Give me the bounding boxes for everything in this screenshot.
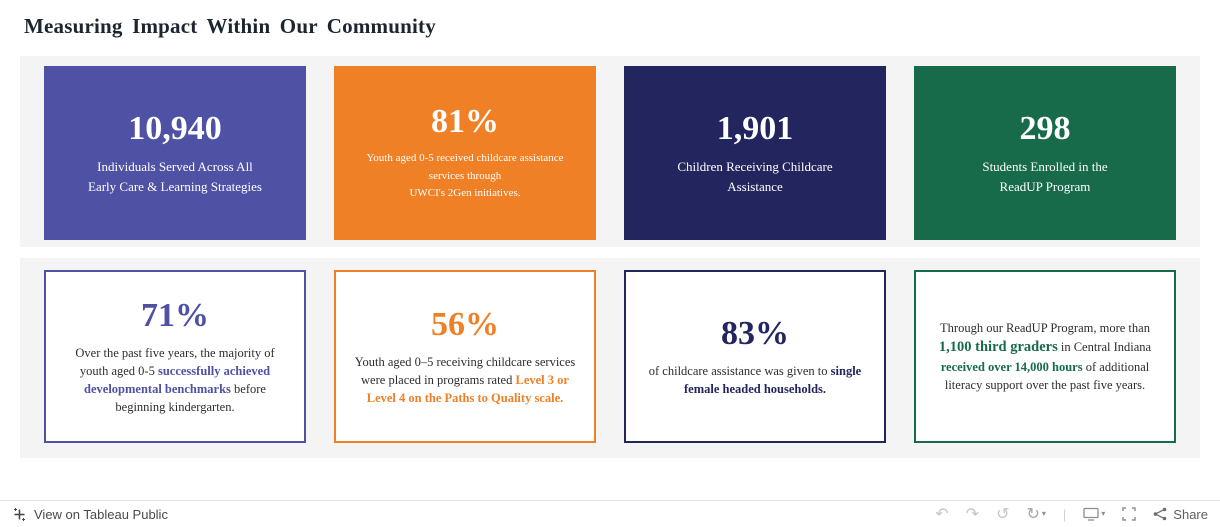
text-part: before beginning kindergarten. (115, 382, 266, 415)
kpi-value: 81% (431, 102, 499, 140)
text-part-bold: single female headed households. (683, 364, 862, 397)
tableau-toolbar: View on Tableau Public ↶ ↷ ↺ ↻ ▾ | ▾ (0, 500, 1220, 527)
text-part-bold: 1,100 third graders (938, 338, 1058, 355)
chevron-down-icon: ▾ (1041, 509, 1046, 518)
refresh-button[interactable]: ↻ ▾ (1026, 506, 1045, 522)
kpi-card-children-assistance: 1,901 Children Receiving Childcare Assis… (624, 66, 886, 240)
detail-card-single-female-households: 83% of childcare assistance was given to… (624, 270, 886, 443)
detail-card-benchmarks: 71% Over the past five years, the majori… (44, 270, 306, 443)
detail-card-paths-to-quality: 56% Youth aged 0–5 receiving childcare s… (334, 270, 596, 443)
share-icon (1153, 507, 1167, 521)
kpi-card-individuals-served: 10,940 Individuals Served Across All Ear… (44, 66, 306, 240)
kpi-band-bottom: 71% Over the past five years, the majori… (20, 258, 1200, 458)
fullscreen-icon (1122, 507, 1136, 521)
view-on-tableau-public-link[interactable]: View on Tableau Public (12, 507, 168, 522)
detail-card-readup-hours: Through our ReadUP Program, more than 1,… (914, 270, 1176, 443)
text-part-bold: Level 3 or Level 4 on the Paths to Quali… (366, 373, 569, 406)
text-part: of additional literacy support over the … (944, 359, 1150, 393)
refresh-icon: ↻ (1026, 504, 1040, 523)
chevron-down-icon: ▾ (1101, 509, 1106, 518)
page-title: Measuring Impact Within Our Community (24, 14, 436, 38)
text-part: Youth aged 0–5 receiving childcare servi… (354, 355, 576, 388)
detail-text: Youth aged 0–5 receiving childcare servi… (336, 353, 594, 407)
kpi-band-top: 10,940 Individuals Served Across All Ear… (20, 56, 1200, 247)
kpi-value: 10,940 (128, 109, 222, 147)
toolbar-actions: ↶ ↷ ↺ ↻ ▾ | ▾ (935, 506, 1208, 522)
kpi-desc: Individuals Served Across All Early Care… (88, 159, 262, 194)
detail-text: Over the past five years, the majority o… (46, 344, 304, 417)
text-part: Over the past five years, the majority o… (75, 345, 275, 379)
tableau-logo-icon (12, 507, 27, 522)
view-on-tableau-public-label: View on Tableau Public (34, 506, 168, 522)
text-part: Through our ReadUP Program, more than (940, 320, 1150, 335)
detail-value: 56% (431, 305, 499, 343)
text-part: in Central Indiana (1057, 339, 1152, 354)
undo-button[interactable]: ↶ (935, 504, 949, 523)
fullscreen-button[interactable] (1122, 507, 1136, 521)
kpi-desc: Youth aged 0-5 received childcare assist… (366, 152, 564, 200)
display-options-button[interactable]: ▾ (1083, 507, 1105, 521)
detail-text: Through our ReadUP Program, more than 1,… (916, 319, 1174, 394)
kpi-desc: Children Receiving Childcare Assistance (677, 159, 833, 194)
replay-button[interactable]: ↺ (996, 504, 1010, 523)
text-part-bold: successfully achieved developmental benc… (84, 364, 271, 397)
text-part-bold: received over 14,000 hours (940, 359, 1083, 374)
detail-value: 83% (721, 314, 789, 352)
text-part: of childcare assistance was given to (648, 364, 831, 379)
redo-button[interactable]: ↷ (965, 504, 980, 523)
kpi-card-readup-students: 298 Students Enrolled in the ReadUP Prog… (914, 66, 1176, 240)
kpi-value: 1,901 (716, 109, 794, 147)
detail-text: of childcare assistance was given to sin… (626, 362, 884, 398)
monitor-icon (1083, 507, 1099, 521)
share-button[interactable]: Share (1153, 507, 1208, 522)
share-label: Share (1173, 506, 1208, 522)
detail-value: 71% (141, 296, 209, 334)
kpi-card-childcare-percent: 81% Youth aged 0-5 received childcare as… (334, 66, 596, 240)
toolbar-divider: | (1062, 506, 1067, 522)
kpi-value: 298 (1019, 109, 1071, 147)
kpi-desc: Students Enrolled in the ReadUP Program (982, 159, 1108, 194)
